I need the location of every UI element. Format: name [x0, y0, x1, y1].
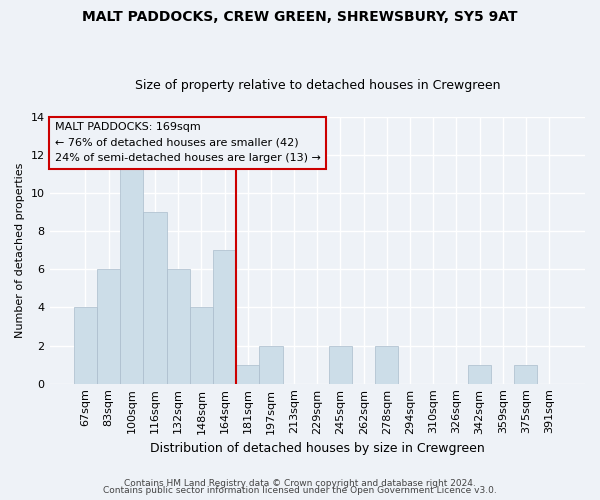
Bar — [190, 308, 213, 384]
Bar — [329, 346, 352, 384]
Text: Contains public sector information licensed under the Open Government Licence v3: Contains public sector information licen… — [103, 486, 497, 495]
Bar — [120, 155, 143, 384]
Bar — [375, 346, 398, 384]
Bar — [167, 270, 190, 384]
Title: Size of property relative to detached houses in Crewgreen: Size of property relative to detached ho… — [134, 79, 500, 92]
Bar — [259, 346, 283, 384]
Text: Contains HM Land Registry data © Crown copyright and database right 2024.: Contains HM Land Registry data © Crown c… — [124, 478, 476, 488]
Bar — [236, 364, 259, 384]
Bar — [143, 212, 167, 384]
Text: MALT PADDOCKS: 169sqm
← 76% of detached houses are smaller (42)
24% of semi-deta: MALT PADDOCKS: 169sqm ← 76% of detached … — [55, 122, 321, 164]
Bar — [97, 270, 120, 384]
Bar — [514, 364, 538, 384]
Bar — [213, 250, 236, 384]
X-axis label: Distribution of detached houses by size in Crewgreen: Distribution of detached houses by size … — [150, 442, 485, 455]
Y-axis label: Number of detached properties: Number of detached properties — [15, 162, 25, 338]
Bar — [468, 364, 491, 384]
Text: MALT PADDOCKS, CREW GREEN, SHREWSBURY, SY5 9AT: MALT PADDOCKS, CREW GREEN, SHREWSBURY, S… — [82, 10, 518, 24]
Bar — [74, 308, 97, 384]
